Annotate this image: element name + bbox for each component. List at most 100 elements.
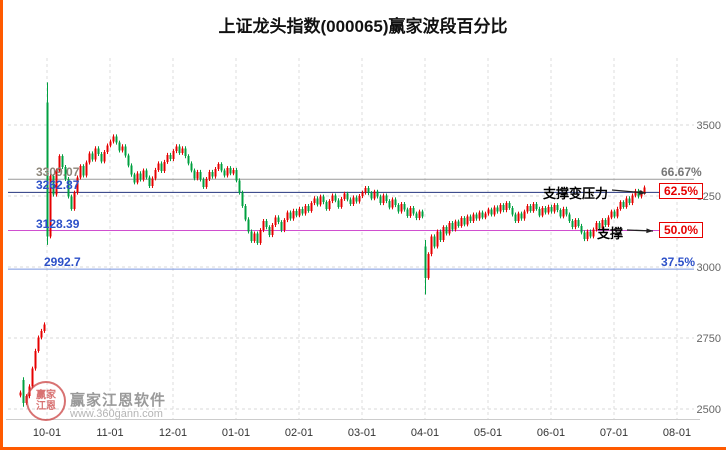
candle-body: [373, 191, 376, 199]
candle-body: [181, 148, 184, 153]
annotation-arrowhead: [639, 190, 646, 195]
candle-body: [451, 222, 454, 230]
candle-body: [463, 218, 466, 225]
candle-body: [598, 222, 601, 228]
candle-body: [268, 227, 271, 236]
candle-body: [571, 220, 574, 228]
candle-body: [337, 200, 340, 207]
candle-body: [175, 146, 178, 152]
candle-body: [295, 210, 298, 216]
candle-body: [391, 199, 394, 208]
candle-body: [445, 227, 448, 234]
x-axis-label: 06-01: [537, 427, 565, 439]
candle-body: [535, 203, 538, 209]
candle-body: [316, 198, 319, 205]
watermark-logo-icon: 赢家 江恩: [26, 381, 66, 421]
candle-body: [394, 199, 397, 206]
candle-body: [367, 188, 370, 194]
level-price-label: 3309.07: [36, 165, 80, 180]
candle-body: [511, 207, 514, 215]
candle-body: [88, 153, 91, 163]
candle-body: [277, 217, 280, 223]
candle-body: [361, 192, 364, 196]
candle-body: [397, 205, 400, 212]
candle-body: [154, 169, 157, 179]
candle-body: [43, 324, 46, 331]
candle-body: [634, 190, 637, 196]
candle-body: [454, 221, 457, 230]
candle-body: [418, 211, 421, 219]
candle-body: [385, 195, 388, 202]
candle-body: [457, 221, 460, 226]
level-percent-label: 37.5%: [661, 255, 696, 270]
candle-body: [355, 197, 358, 202]
candle-body: [106, 145, 109, 152]
candle-body: [619, 202, 622, 209]
candle-body: [322, 196, 325, 203]
candle-body: [466, 216, 469, 225]
candle-body: [160, 163, 163, 172]
candle-body: [229, 168, 232, 174]
candle-body: [199, 171, 202, 180]
candle-body: [220, 164, 223, 171]
y-axis-label: 2750: [697, 333, 721, 345]
x-axis-label: 02-01: [285, 427, 313, 439]
candle-body: [538, 208, 541, 216]
candle-body: [136, 173, 139, 183]
candle-body: [550, 206, 553, 212]
candle-body: [442, 227, 445, 241]
candle-body: [514, 214, 517, 221]
candle-body: [427, 254, 430, 278]
candle-body: [358, 196, 361, 202]
x-axis-label: 12-01: [159, 427, 187, 439]
candle-body: [82, 166, 85, 176]
candle-body: [151, 178, 154, 187]
candle-body: [319, 196, 322, 205]
watermark-url: www.360gann.com: [70, 408, 163, 420]
candle-body: [169, 154, 172, 160]
candle-body: [217, 164, 220, 170]
candle-body: [196, 171, 199, 179]
candle-body: [499, 205, 502, 212]
x-axis-label: 03-01: [348, 427, 376, 439]
candle-body: [643, 187, 646, 193]
candle-body: [508, 203, 511, 208]
candle-body: [244, 205, 247, 220]
candle-body: [79, 166, 82, 178]
candle-body: [379, 196, 382, 204]
candle-body: [544, 207, 547, 213]
y-axis-label: 3000: [697, 262, 721, 274]
candle-body: [325, 202, 328, 209]
candle-body: [475, 214, 478, 219]
candle-body: [460, 218, 463, 226]
candle-body: [70, 196, 73, 209]
annotation-support: 支撑: [597, 226, 624, 241]
annotation-arrowhead: [646, 228, 653, 234]
candle-body: [256, 233, 259, 243]
candle-body: [211, 171, 214, 177]
frame-border-left: [0, 0, 3, 450]
candle-body: [202, 179, 205, 187]
candle-body: [565, 208, 568, 215]
candle-body: [148, 177, 151, 187]
x-axis-label: 05-01: [474, 427, 502, 439]
x-axis-label: 08-01: [663, 427, 691, 439]
candle-body: [283, 220, 286, 231]
x-axis-label: 04-01: [411, 427, 439, 439]
candle-body: [91, 153, 94, 160]
candle-body: [553, 205, 556, 212]
candle-body: [286, 212, 289, 221]
candle-body: [403, 203, 406, 210]
candle-body: [622, 202, 625, 207]
candle-body: [523, 211, 526, 219]
watermark-logo-text: 江恩: [36, 401, 56, 412]
y-axis-label: 2500: [697, 404, 721, 416]
candle-body: [529, 205, 532, 211]
candle-body: [532, 203, 535, 211]
candle-body: [292, 210, 295, 219]
candle-body: [130, 165, 133, 175]
candle-body: [67, 178, 70, 197]
candle-body: [139, 173, 142, 180]
